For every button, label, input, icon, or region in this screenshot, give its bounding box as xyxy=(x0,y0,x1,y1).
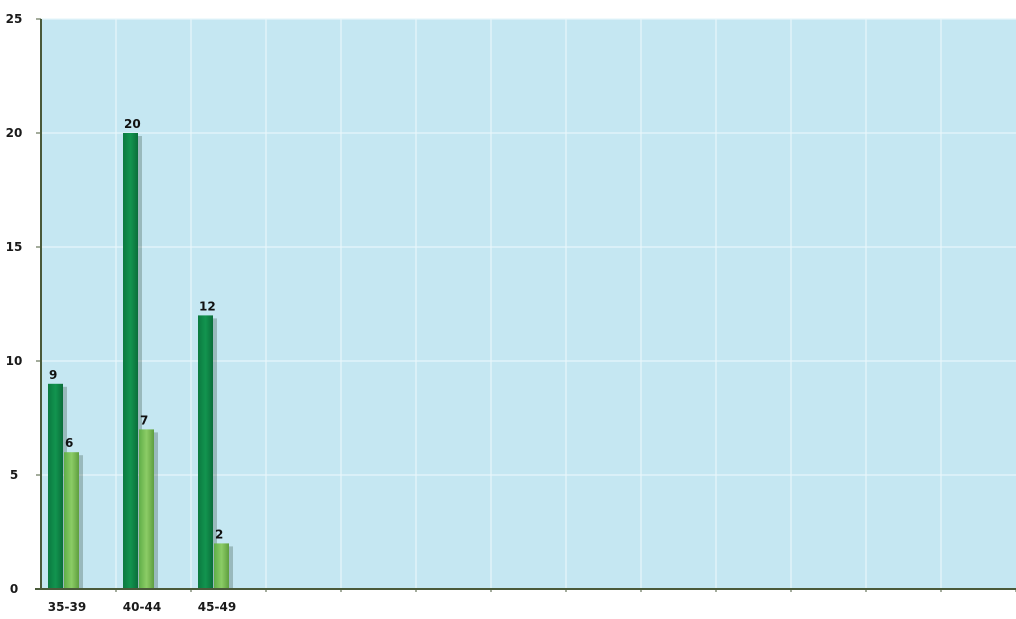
gridlines xyxy=(41,18,1016,589)
bar-35-39-series-2 xyxy=(64,452,79,589)
y-tick-label: 15 xyxy=(6,240,23,254)
bar-value-label: 6 xyxy=(65,436,73,450)
axes xyxy=(35,18,1016,592)
bar-value-label: 12 xyxy=(199,299,216,313)
x-tick-label: 35-39 xyxy=(48,600,86,614)
x-tick-label: 45-49 xyxy=(198,600,236,614)
bar-35-39-series-1 xyxy=(48,383,63,589)
bar-value-label: 2 xyxy=(215,527,223,541)
bar-value-label: 9 xyxy=(49,368,57,382)
bar-value-label: 20 xyxy=(124,117,141,131)
y-tick-label: 10 xyxy=(6,354,23,368)
plot-area xyxy=(41,19,1016,589)
bar-40-44-series-1 xyxy=(123,133,138,589)
x-tick-label: 40-44 xyxy=(123,600,161,614)
labels: 9 6 35-39 20 7 40-44 12 2 45-49 0 5 10 15 20 25 xyxy=(6,12,237,614)
bars xyxy=(48,133,233,589)
y-tick-label: 25 xyxy=(6,12,23,26)
bar-45-49-series-1 xyxy=(198,315,213,589)
bar-40-44-series-2 xyxy=(139,429,154,589)
bar-45-49-series-2 xyxy=(214,543,229,589)
y-tick-label: 0 xyxy=(10,582,18,596)
y-tick-label: 20 xyxy=(6,126,23,140)
bar-value-label: 7 xyxy=(140,413,148,427)
y-tick-label: 5 xyxy=(10,468,18,482)
